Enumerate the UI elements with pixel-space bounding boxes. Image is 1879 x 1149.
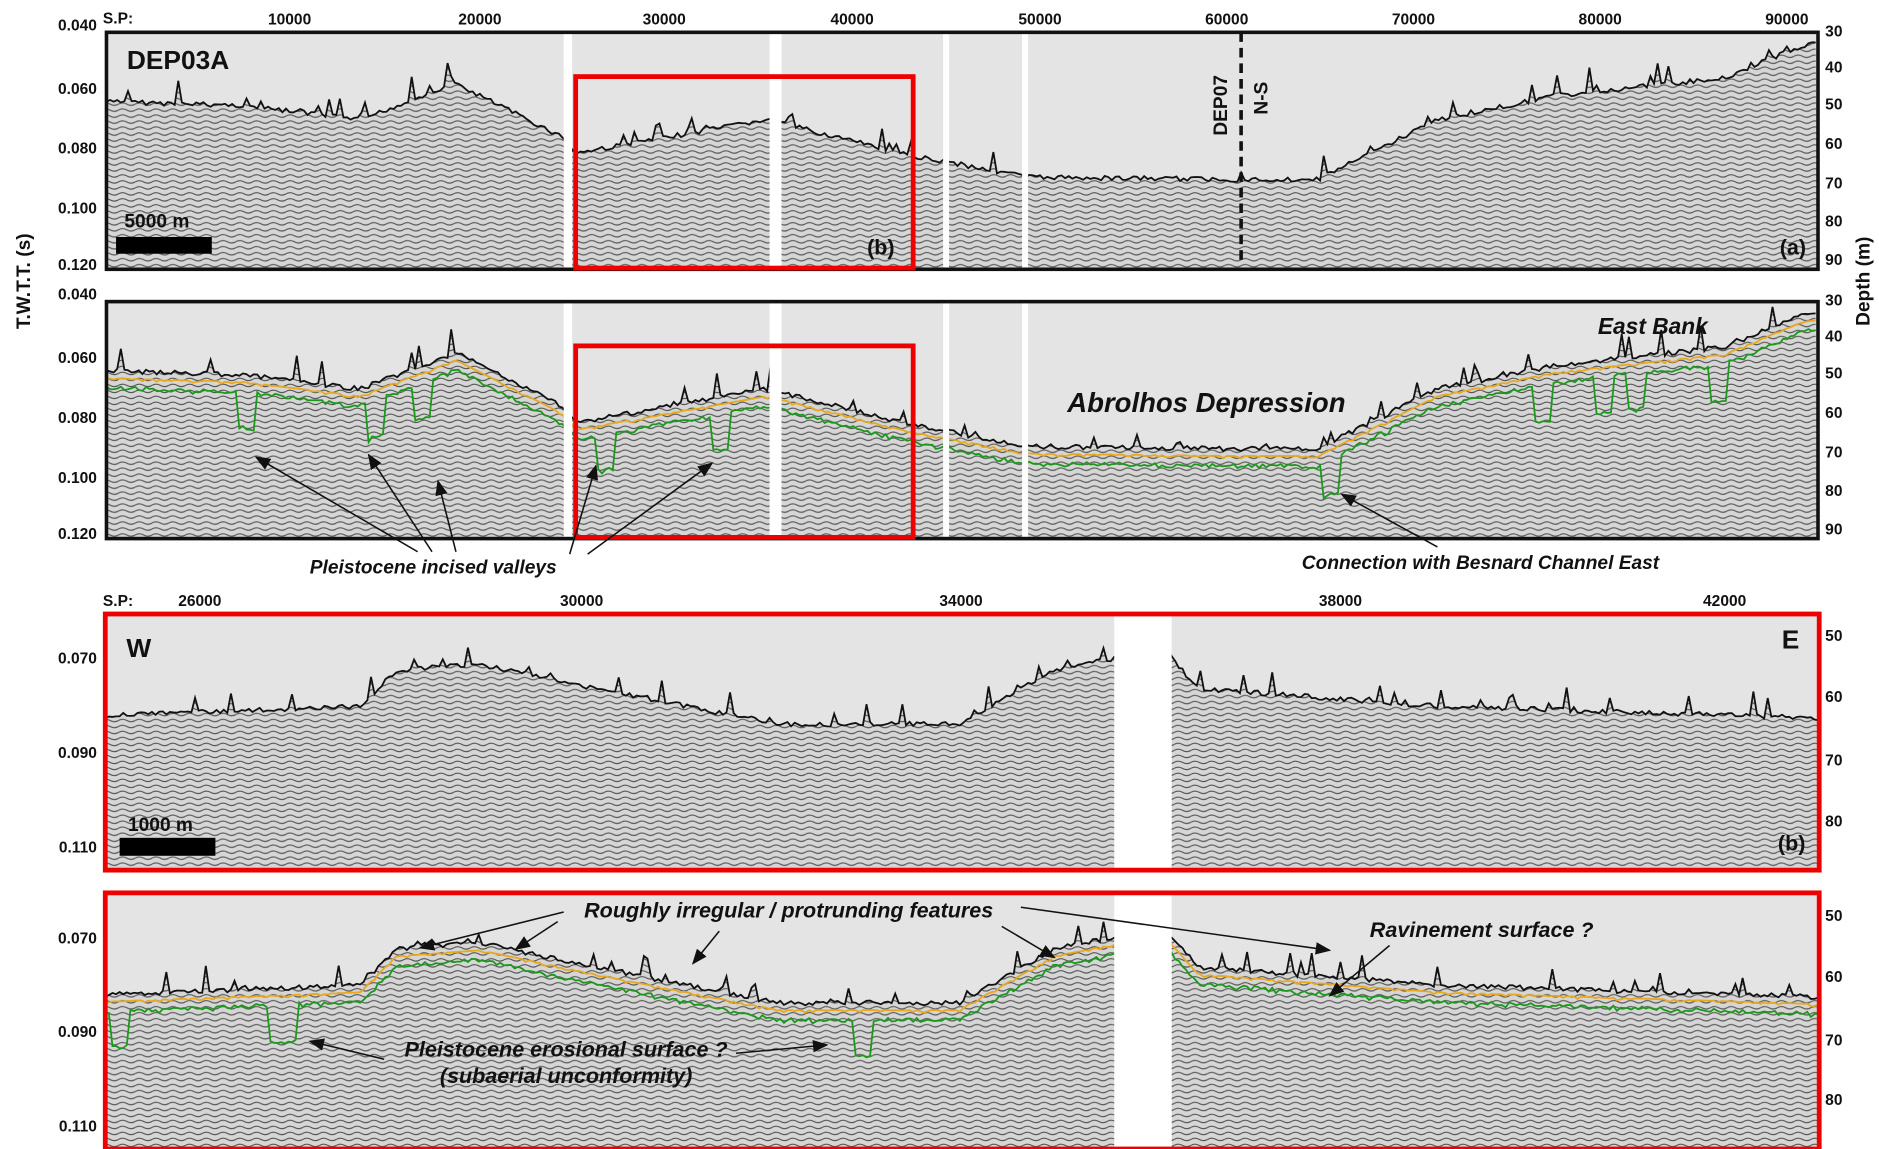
data-gap xyxy=(564,32,572,269)
label: 0.120 xyxy=(58,257,97,274)
label: 50 xyxy=(1825,908,1843,925)
label: 0.110 xyxy=(59,1119,97,1136)
label: 26000 xyxy=(178,593,222,610)
label: 30 xyxy=(1825,293,1843,310)
label: 30000 xyxy=(560,593,604,610)
scale-bar xyxy=(116,237,212,254)
label: S.P: xyxy=(103,593,133,610)
label: T.W.T.T. (s) xyxy=(14,233,35,329)
scale-bar xyxy=(120,838,216,856)
label: N-S xyxy=(1252,81,1273,114)
data-gap xyxy=(1114,893,1171,1149)
label: Pleistocene erosional surface ? xyxy=(405,1038,728,1062)
label: (b) xyxy=(1778,832,1806,856)
label: 0.060 xyxy=(58,350,97,367)
label: 90 xyxy=(1825,252,1843,269)
label: 50 xyxy=(1825,628,1843,645)
label: 80000 xyxy=(1579,11,1623,28)
label: 0.090 xyxy=(58,1024,97,1041)
label: 70000 xyxy=(1392,11,1436,28)
label: East Bank xyxy=(1598,313,1709,339)
label: 80 xyxy=(1825,483,1843,500)
label: 80 xyxy=(1825,813,1843,830)
label: 90000 xyxy=(1765,11,1809,28)
label: 60 xyxy=(1825,405,1843,422)
label: 80 xyxy=(1825,1092,1843,1109)
label: 0.060 xyxy=(58,81,97,98)
label: 40000 xyxy=(831,11,875,28)
label: 0.070 xyxy=(58,651,97,668)
label: S.P: xyxy=(103,10,133,27)
seismic xyxy=(106,302,1818,539)
data-gap xyxy=(1022,302,1028,539)
label: 50 xyxy=(1825,366,1843,383)
label: 0.110 xyxy=(59,840,97,857)
label: 0.040 xyxy=(58,287,97,304)
label: 0.080 xyxy=(58,410,97,427)
seismic xyxy=(105,614,1819,870)
label: Pleistocene incised valleys xyxy=(310,558,557,579)
label: 42000 xyxy=(1703,593,1747,610)
label: 60 xyxy=(1825,689,1843,706)
label: 50000 xyxy=(1018,11,1062,28)
label: 40 xyxy=(1825,59,1843,76)
label: 0.040 xyxy=(58,17,97,34)
seismic xyxy=(106,32,1818,269)
label: 10000 xyxy=(268,11,312,28)
data-gap xyxy=(1022,32,1028,269)
label: E xyxy=(1782,624,1800,654)
label: 90 xyxy=(1825,521,1843,538)
label: Connection with Besnard Channel East xyxy=(1302,553,1661,574)
label: 34000 xyxy=(939,593,983,610)
label: 80 xyxy=(1825,214,1843,231)
label: 20000 xyxy=(458,11,502,28)
data-gap xyxy=(943,302,949,539)
label: 0.090 xyxy=(58,745,97,762)
label: (subaerial unconformity) xyxy=(440,1064,692,1088)
label: 70 xyxy=(1825,445,1843,462)
label: 38000 xyxy=(1319,593,1363,610)
label: Depth (m) xyxy=(1854,237,1875,326)
label: 0.100 xyxy=(58,470,97,487)
label: 60000 xyxy=(1205,11,1249,28)
label: 70 xyxy=(1825,1032,1843,1049)
label: 0.120 xyxy=(58,526,97,543)
data-gap xyxy=(1114,614,1171,870)
label: 60 xyxy=(1825,969,1843,986)
label: Abrolhos Depression xyxy=(1066,387,1345,418)
label: 70 xyxy=(1825,175,1843,192)
label: 50 xyxy=(1825,96,1843,113)
label: W xyxy=(126,633,151,663)
label: (b) xyxy=(867,236,895,260)
data-gap xyxy=(770,32,782,269)
data-gap xyxy=(770,302,782,539)
label: (a) xyxy=(1780,236,1806,260)
label: DEP07 xyxy=(1211,75,1232,136)
label: 30 xyxy=(1825,23,1843,40)
label: DEP03A xyxy=(127,45,229,75)
label: 5000 m xyxy=(124,212,189,233)
label: Roughly irregular / protrunding features xyxy=(584,899,993,923)
label: 40 xyxy=(1825,329,1843,346)
label: 60 xyxy=(1825,136,1843,153)
label: 0.100 xyxy=(58,201,97,218)
label: 70 xyxy=(1825,752,1843,769)
data-gap xyxy=(564,302,572,539)
label: 30000 xyxy=(643,11,687,28)
label: 0.070 xyxy=(58,931,97,948)
label: Ravinement surface ? xyxy=(1370,918,1594,942)
data-gap xyxy=(943,32,949,269)
figure: 0.0400.0600.0800.1000.120304050607080900… xyxy=(0,0,1879,1149)
label: 0.080 xyxy=(58,141,97,158)
label: 1000 m xyxy=(128,815,193,836)
